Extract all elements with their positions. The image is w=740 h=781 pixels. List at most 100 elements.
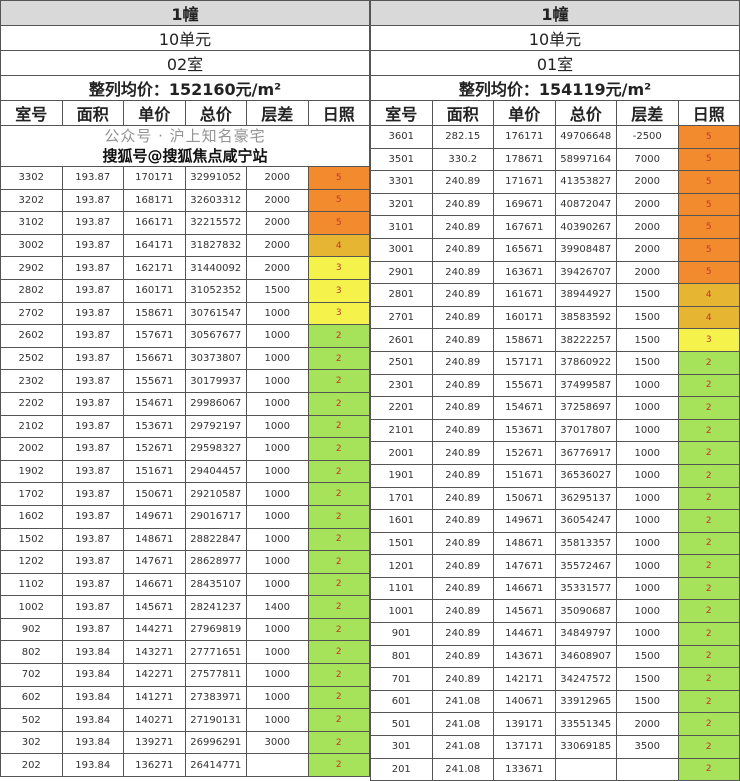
col-area: 面积 xyxy=(61,100,124,126)
total-price-cell: 35813357 xyxy=(554,531,617,556)
area-cell: 193.87 xyxy=(61,346,124,371)
sunlight-hours-cell: 2 xyxy=(677,735,740,759)
col-floor-diff: 层差 xyxy=(246,100,309,126)
total-price-cell: 34849797 xyxy=(554,622,617,646)
total-price-cell: 29016717 xyxy=(184,504,247,529)
floor-diff-cell: 1000 xyxy=(616,531,679,556)
total-price-cell: 28822847 xyxy=(184,527,247,552)
area-cell: 193.87 xyxy=(61,414,124,439)
col-room: 室号 xyxy=(370,100,433,126)
table-row: 701 240.89 142171 34247572 1500 2 xyxy=(370,667,740,691)
total-price-cell: 36776917 xyxy=(554,441,617,465)
sunlight-hours-cell: 2 xyxy=(307,482,370,506)
room-number-cell: 1101 xyxy=(370,576,433,601)
total-price-cell: 36054247 xyxy=(554,509,617,533)
total-price-cell: 34608907 xyxy=(554,644,617,669)
table-row: 501 241.08 139171 33551345 2000 2 xyxy=(370,712,740,737)
col-sunlight: 日照 xyxy=(307,100,370,126)
table-row: 3302 193.87 170171 32991052 2000 5 xyxy=(0,166,370,190)
area-cell: 241.08 xyxy=(431,757,494,781)
unit-price-cell: 166171 xyxy=(123,211,186,235)
floor-diff-cell: 1000 xyxy=(616,509,679,533)
floor-diff-cell: 1500 xyxy=(616,283,679,307)
table-row: 1601 240.89 149671 36054247 1000 2 xyxy=(370,509,740,533)
sunlight-hours-cell: 2 xyxy=(677,712,740,737)
unit-price-cell: 150671 xyxy=(493,486,556,511)
area-cell: 240.89 xyxy=(431,486,494,511)
room-number-cell: 2701 xyxy=(370,305,433,330)
area-cell: 193.87 xyxy=(61,459,124,484)
total-price-cell: 27771651 xyxy=(184,640,247,665)
room-number-cell: 2102 xyxy=(0,414,63,439)
total-price-cell: 37017807 xyxy=(554,418,617,443)
total-price-cell: 35572467 xyxy=(554,554,617,578)
total-price-cell: 33551345 xyxy=(554,712,617,737)
floor-diff-cell: 1000 xyxy=(616,576,679,601)
total-price-cell: 30373807 xyxy=(184,346,247,371)
unit-price-cell: 169671 xyxy=(493,192,556,217)
floor-diff-cell: 2000 xyxy=(246,211,309,235)
floor-diff-cell: 2000 xyxy=(246,256,309,280)
unit-price-cell: 167671 xyxy=(493,215,556,239)
floor-diff-cell: 1000 xyxy=(246,663,309,687)
floor-diff-cell: 1000 xyxy=(246,391,309,416)
room-number-cell: 2202 xyxy=(0,391,63,416)
floor-diff-cell: 1000 xyxy=(616,486,679,511)
area-cell: 193.87 xyxy=(61,324,124,348)
col-total-price: 总价 xyxy=(554,100,617,126)
room-number-cell: 1702 xyxy=(0,482,63,506)
total-price-cell: 38944927 xyxy=(554,283,617,307)
room-number-cell: 601 xyxy=(370,689,433,714)
total-price-cell: 27577811 xyxy=(184,663,247,687)
total-price-cell: 29404457 xyxy=(184,459,247,484)
table-row: 2201 240.89 154671 37258697 1000 2 xyxy=(370,396,740,420)
area-cell: 193.84 xyxy=(61,685,124,710)
area-cell: 240.89 xyxy=(431,192,494,217)
sunlight-hours-cell: 5 xyxy=(677,125,740,149)
unit-price-cell: 171671 xyxy=(493,170,556,194)
unit-price-cell: 158671 xyxy=(493,328,556,352)
unit-price-cell: 133671 xyxy=(493,757,556,781)
table-row: 2502 193.87 156671 30373807 1000 2 xyxy=(0,346,370,371)
total-price-cell: 30761547 xyxy=(184,301,247,326)
unit-price-cell: 176171 xyxy=(493,125,556,149)
price-table-02: 1幢 10单元 02室 整列均价：152160元/m² 室号 面积 单价 总价 … xyxy=(0,0,370,778)
unit-price-cell: 147671 xyxy=(123,550,186,574)
table-row: 2901 240.89 163671 39426707 2000 5 xyxy=(370,260,740,285)
unit-price-cell: 139271 xyxy=(123,730,186,755)
unit-price-cell: 143671 xyxy=(493,644,556,669)
unit-price-cell: 151671 xyxy=(123,459,186,484)
floor-diff-cell: 1000 xyxy=(246,301,309,326)
room-number-cell: 201 xyxy=(370,757,433,781)
area-cell: 241.08 xyxy=(431,735,494,759)
area-cell: 193.87 xyxy=(61,572,124,597)
sunlight-hours-cell: 3 xyxy=(307,278,370,303)
total-price-cell: 40390267 xyxy=(554,215,617,239)
room-number-cell: 3301 xyxy=(370,170,433,194)
table-row: 2602 193.87 157671 30567677 1000 2 xyxy=(0,324,370,348)
room-number-cell: 801 xyxy=(370,644,433,669)
room-number-cell: 2601 xyxy=(370,328,433,352)
total-price-cell: 34247572 xyxy=(554,667,617,691)
sunlight-hours-cell: 2 xyxy=(677,373,740,398)
table-row: 1502 193.87 148671 28822847 1000 2 xyxy=(0,527,370,552)
total-price-cell: 35331577 xyxy=(554,576,617,601)
total-price-cell: 32603312 xyxy=(184,188,247,213)
total-price-cell: 29792197 xyxy=(184,414,247,439)
sunlight-hours-cell: 2 xyxy=(307,753,370,778)
room-number-cell: 3201 xyxy=(370,192,433,217)
total-price-cell: 26996291 xyxy=(184,730,247,755)
room-number-cell: 3102 xyxy=(0,211,63,235)
area-cell: 240.89 xyxy=(431,531,494,556)
floor-diff-cell: 1000 xyxy=(246,685,309,710)
sunlight-hours-cell: 2 xyxy=(677,350,740,375)
sunlight-hours-cell: 3 xyxy=(677,328,740,352)
table-row: 2001 240.89 152671 36776917 1000 2 xyxy=(370,441,740,465)
total-price-cell: 29210587 xyxy=(184,482,247,506)
unit-price-cell: 155671 xyxy=(123,369,186,393)
table-row: 1602 193.87 149671 29016717 1000 2 xyxy=(0,504,370,529)
floor-diff-cell: 1000 xyxy=(616,373,679,398)
table-row: 3501 330.2 178671 58997164 7000 5 xyxy=(370,147,740,172)
sunlight-hours-cell: 2 xyxy=(677,644,740,669)
unit-price-cell: 152671 xyxy=(123,437,186,461)
